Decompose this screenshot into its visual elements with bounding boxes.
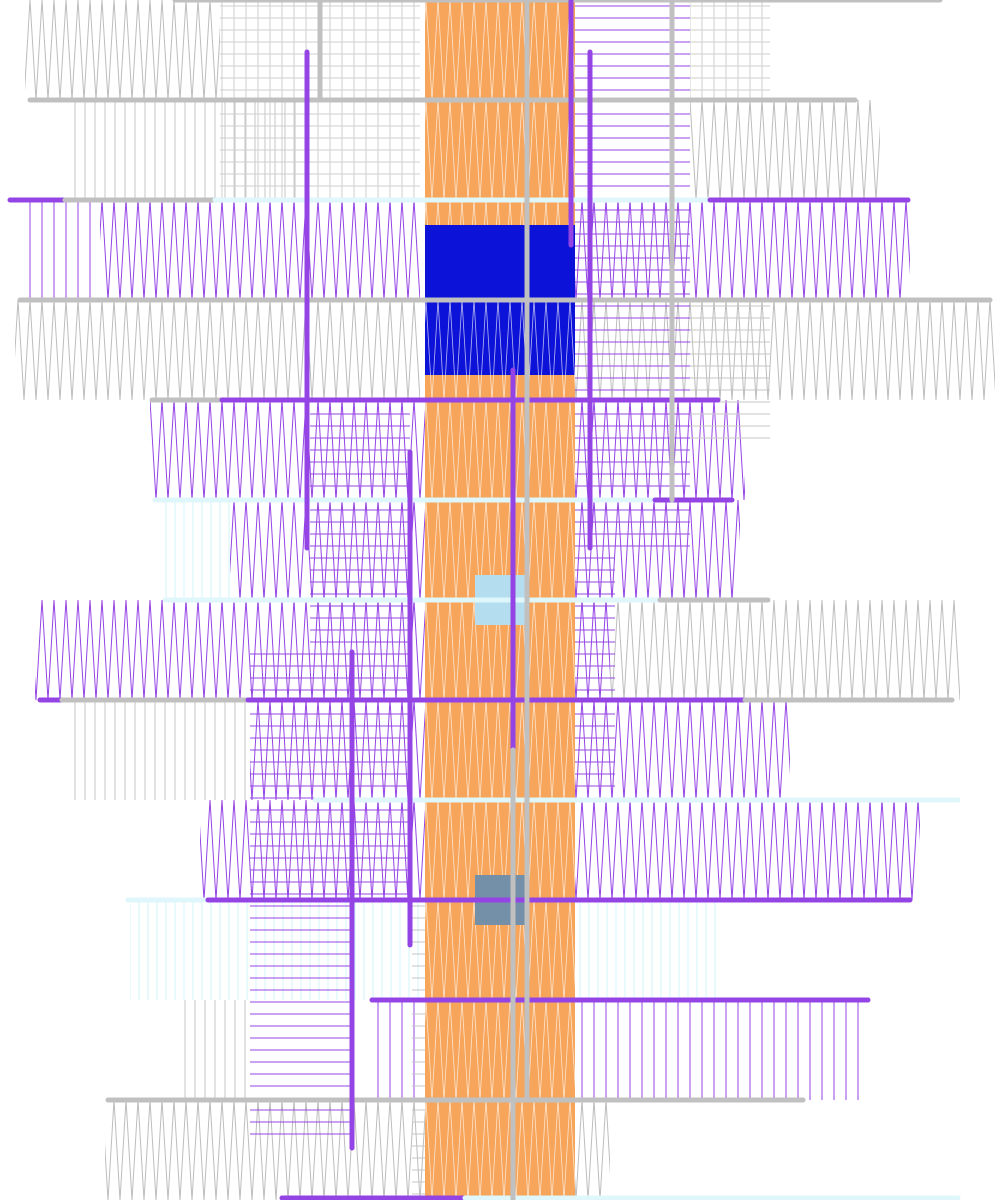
texture (690, 100, 880, 200)
texture (690, 0, 770, 100)
ladder (250, 650, 350, 1140)
ladder (412, 900, 425, 1200)
texture (100, 200, 420, 300)
texture (160, 500, 230, 600)
ladder (575, 550, 615, 800)
texture (180, 1000, 250, 1100)
texture (610, 600, 960, 700)
vertical-bars (304, 0, 675, 1200)
texture (25, 0, 220, 100)
block-texture (425, 300, 575, 375)
texture (15, 300, 420, 400)
texture (20, 200, 100, 300)
ladder (690, 300, 770, 440)
texture (70, 700, 250, 800)
texture (220, 100, 420, 200)
